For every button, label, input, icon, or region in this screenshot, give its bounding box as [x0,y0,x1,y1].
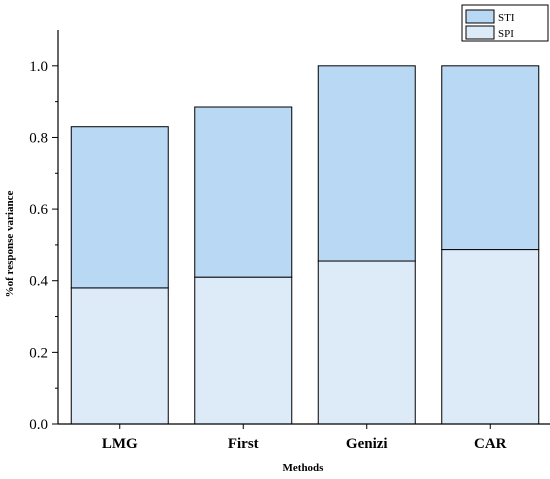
y-tick-label: 0.2 [29,345,48,361]
y-tick-label: 0.8 [29,130,48,146]
y-ticks-group: 0.0 0.2 0.4 0.6 0.8 1.0 [29,59,58,433]
y-tick-label: 0.0 [29,417,48,433]
x-tick-label-car: CAR [474,436,507,452]
y-tick-label: 0.6 [29,202,48,218]
bar-spi-genizi [317,260,416,425]
legend-label-sti: STI [498,12,515,24]
bar-spi-lmg [70,287,169,425]
bar-sti-car [441,65,540,251]
bar-spi-car [441,249,540,425]
y-tick-label: 0.4 [29,274,48,290]
y-tick-label: 1.0 [29,59,48,75]
legend-label-spi: SPI [498,28,514,40]
x-axis-title: Methods [283,462,325,474]
bars-group [70,65,540,425]
bar-sti-genizi [317,65,416,262]
bar-spi-first [194,276,293,425]
legend-swatch-spi [465,25,495,40]
bar-sti-first [194,106,293,278]
x-ticks-group: LMG First Genizi CAR [102,424,507,452]
x-tick-label-lmg: LMG [102,436,138,452]
y-axis-title: %of response variance [4,191,16,298]
axes-group [57,30,550,425]
legend: STI SPI [461,4,549,42]
x-tick-label-genizi: Genizi [346,436,388,452]
legend-swatch-sti [465,9,495,24]
x-tick-label-first: First [228,436,259,452]
bar-sti-lmg [70,126,169,289]
